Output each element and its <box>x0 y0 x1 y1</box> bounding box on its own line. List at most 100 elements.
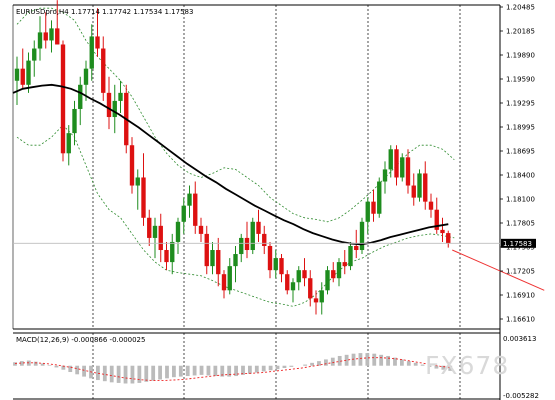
candle-body <box>43 32 48 41</box>
candle-body <box>417 173 422 198</box>
price-tick-label: 1.18400 <box>506 172 535 180</box>
moving-average-line <box>12 83 449 246</box>
candle-body <box>60 44 66 154</box>
candle-body <box>95 36 100 49</box>
candle-body <box>181 205 186 222</box>
vertical-gridlines <box>92 5 461 329</box>
price-tick-label: 1.20185 <box>506 28 535 36</box>
candle-body <box>371 201 376 214</box>
candle-body <box>244 237 250 251</box>
candle-body <box>233 254 238 267</box>
candle-body <box>221 274 227 291</box>
candle-body <box>72 108 77 134</box>
candle-body <box>170 241 175 263</box>
candle-body <box>388 149 393 170</box>
candle-body <box>210 250 215 267</box>
candle-body <box>152 225 158 238</box>
candle-body <box>382 169 388 182</box>
candle-body <box>37 32 43 49</box>
candle-body <box>20 68 25 85</box>
price-tick-label: 1.18995 <box>506 124 535 132</box>
current-price-label: 1.17583 <box>503 240 532 248</box>
candle-body <box>101 48 106 93</box>
candle-body <box>273 258 278 271</box>
macd-histogram <box>13 353 453 384</box>
candle-body <box>296 270 301 283</box>
candle-body <box>193 193 198 226</box>
candle-body <box>302 270 307 279</box>
candle-body <box>129 145 135 186</box>
macd-axis-bottom-label: -0.005282 <box>503 392 539 400</box>
candle-body <box>256 221 261 234</box>
candle-body <box>313 298 319 303</box>
candle-body <box>348 245 353 267</box>
candle-body <box>405 157 411 186</box>
candle-body <box>78 84 83 109</box>
candle-body <box>411 185 416 198</box>
candle-body <box>204 233 209 267</box>
price-tick-label: 1.20485 <box>506 4 535 12</box>
candle-body <box>216 250 221 275</box>
moving-average <box>12 83 449 246</box>
main-panel: EURUSDpro,H4 1.17714 1.17742 1.17534 1.1… <box>12 0 545 400</box>
candle-body <box>446 233 451 244</box>
candle-body <box>365 201 370 222</box>
candle-body <box>227 266 232 291</box>
price-tick-label: 1.18695 <box>506 148 535 156</box>
candle-body <box>164 250 169 263</box>
price-tick-label: 1.18100 <box>506 196 535 204</box>
price-tick-label: 1.16610 <box>506 316 535 324</box>
candle-body <box>377 181 382 214</box>
candle-body <box>342 262 347 267</box>
candlesticks <box>14 0 451 315</box>
price-tick-label: 1.17805 <box>506 220 535 228</box>
candle-body <box>158 225 163 251</box>
candle-body <box>187 193 192 206</box>
candle-body <box>147 217 152 238</box>
candle-body <box>239 237 244 255</box>
candle-body <box>26 60 31 85</box>
macd-panel: MACD(12,26,9) -0.000866 -0.000025 0.0036… <box>13 332 539 400</box>
candle-body <box>49 28 54 41</box>
candle-body <box>14 68 20 81</box>
candle-body <box>55 28 60 45</box>
watermark-logo: FX678 <box>425 351 509 380</box>
price-tick-label: 1.19295 <box>506 100 535 108</box>
macd-axis-top-label: 0.003613 <box>503 335 536 343</box>
candle-body <box>141 177 146 218</box>
candle-body <box>285 274 290 291</box>
candle-body <box>308 278 313 299</box>
price-axis-ticks: 1.20485 1.20185 1.19890 1.19590 1.19295 1.189… <box>500 4 535 324</box>
current-price-tag: 1.17583 <box>501 238 536 248</box>
candle-body <box>89 36 94 69</box>
candle-body <box>319 290 324 303</box>
price-tick-label: 1.16910 <box>506 292 535 300</box>
candle-body <box>112 100 117 118</box>
candle-body <box>423 173 428 202</box>
candle-body <box>83 68 89 85</box>
bollinger-lower-band <box>16 124 455 307</box>
candle-body <box>336 262 342 279</box>
candle-body <box>66 133 71 154</box>
candle-body <box>267 245 273 271</box>
candle-body <box>354 245 359 251</box>
candle-body <box>135 177 140 186</box>
candle-body <box>198 225 204 234</box>
macd-header: MACD(12,26,9) -0.000866 -0.000025 <box>16 336 145 344</box>
candle-body <box>262 233 267 246</box>
candle-body <box>325 270 330 291</box>
forecast-line <box>452 249 545 291</box>
candle-body <box>118 92 123 101</box>
forecast-arrow <box>452 249 545 291</box>
candle-body <box>279 258 284 275</box>
price-tick-label: 1.19890 <box>506 52 535 60</box>
candle-body <box>434 209 439 230</box>
candle-body <box>440 229 445 234</box>
price-tick-label: 1.19590 <box>506 76 535 84</box>
candle-body <box>331 270 336 279</box>
candle-body <box>250 221 255 251</box>
candle-body <box>428 201 434 210</box>
candle-body <box>175 221 181 242</box>
candle-body <box>359 221 365 251</box>
